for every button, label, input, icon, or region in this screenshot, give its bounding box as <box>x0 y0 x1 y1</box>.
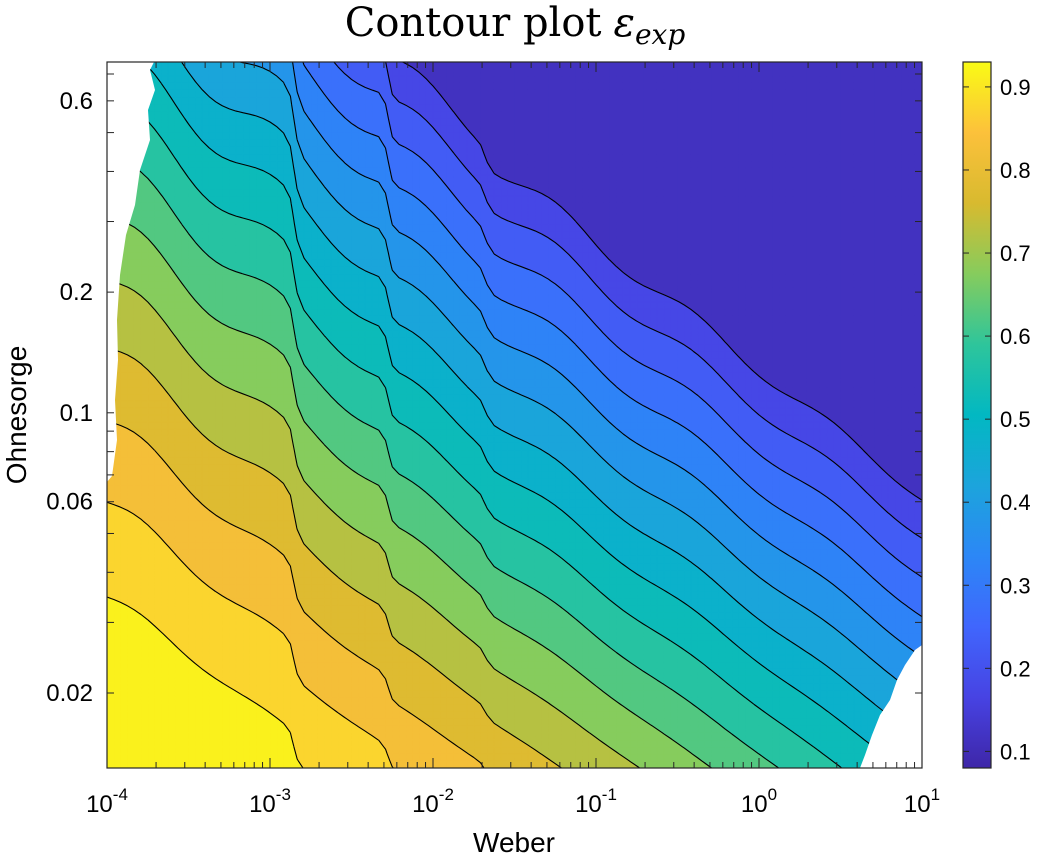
colorbar: 0.1 0.2 0.3 0.4 0.5 0.6 0.7 0.8 0.9 <box>963 62 1031 768</box>
x-tick-label: 10-3 <box>249 785 291 818</box>
x-tick-exponent: 1 <box>931 785 940 804</box>
x-tick-label: 10-1 <box>575 785 617 818</box>
x-tick-exponent: -1 <box>602 785 617 804</box>
colorbar-tick-label: 0.7 <box>1000 241 1031 266</box>
colorbar-tick-label: 0.2 <box>1000 656 1031 681</box>
colorbar-tick-label: 0.5 <box>1000 407 1031 432</box>
x-tick-base: 10 <box>904 791 931 818</box>
y-tick-label: 0.02 <box>46 680 93 707</box>
chart-title-text: Contour plot <box>345 0 602 46</box>
x-tick-base: 10 <box>412 791 439 818</box>
x-tick-label: 101 <box>904 785 940 818</box>
contour-bands <box>107 62 922 768</box>
colorbar-tick-label: 0.8 <box>1000 158 1031 183</box>
colorbar-tick-label: 0.3 <box>1000 573 1031 598</box>
colorbar-tick-label: 0.9 <box>1000 75 1031 100</box>
chart-title: Contour plot εexp <box>345 0 686 51</box>
y-tick-label: 0.1 <box>60 400 93 427</box>
x-tick-label: 100 <box>741 785 777 818</box>
y-axis-label: Ohnesorge <box>1 346 32 485</box>
y-tick-label: 0.6 <box>60 88 93 115</box>
colorbar-gradient <box>963 62 991 768</box>
y-tick-label: 0.2 <box>60 279 93 306</box>
x-tick-label: 10-2 <box>412 785 454 818</box>
chart-title-subscript: exp <box>635 18 685 51</box>
x-tick-exponent: -3 <box>276 785 291 804</box>
colorbar-tick-label: 0.4 <box>1000 490 1031 515</box>
x-tick-label: 10-4 <box>86 785 128 818</box>
x-tick-exponent: -4 <box>113 785 128 804</box>
colorbar-tick-label: 0.6 <box>1000 324 1031 349</box>
x-axis-label: Weber <box>473 827 555 858</box>
chart-title-symbol: ε <box>614 0 635 46</box>
x-tick-exponent: -2 <box>439 785 454 804</box>
x-tick-base: 10 <box>86 791 113 818</box>
x-tick-base: 10 <box>249 791 276 818</box>
colorbar-tick-label: 0.1 <box>1000 739 1031 764</box>
y-tick-label: 0.06 <box>46 489 93 516</box>
plot-area <box>107 62 922 768</box>
x-tick-exponent: 0 <box>768 785 777 804</box>
x-tick-base: 10 <box>575 791 602 818</box>
x-tick-base: 10 <box>741 791 768 818</box>
